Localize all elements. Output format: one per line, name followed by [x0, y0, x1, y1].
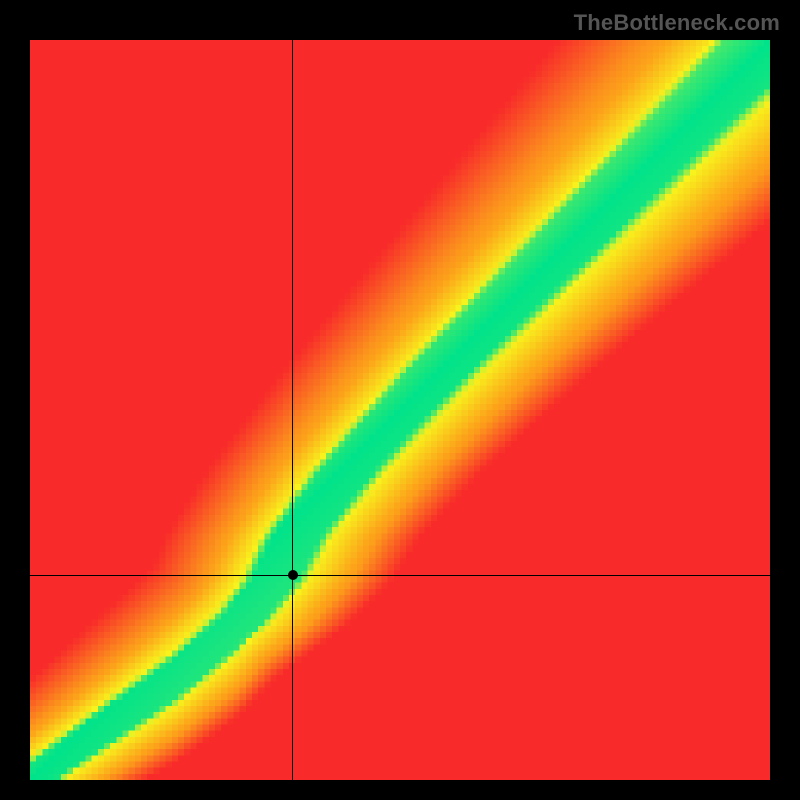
- heatmap-canvas: [30, 40, 770, 780]
- watermark-text: TheBottleneck.com: [574, 10, 780, 36]
- chart-frame: TheBottleneck.com: [0, 0, 800, 800]
- plot-area: [30, 40, 770, 780]
